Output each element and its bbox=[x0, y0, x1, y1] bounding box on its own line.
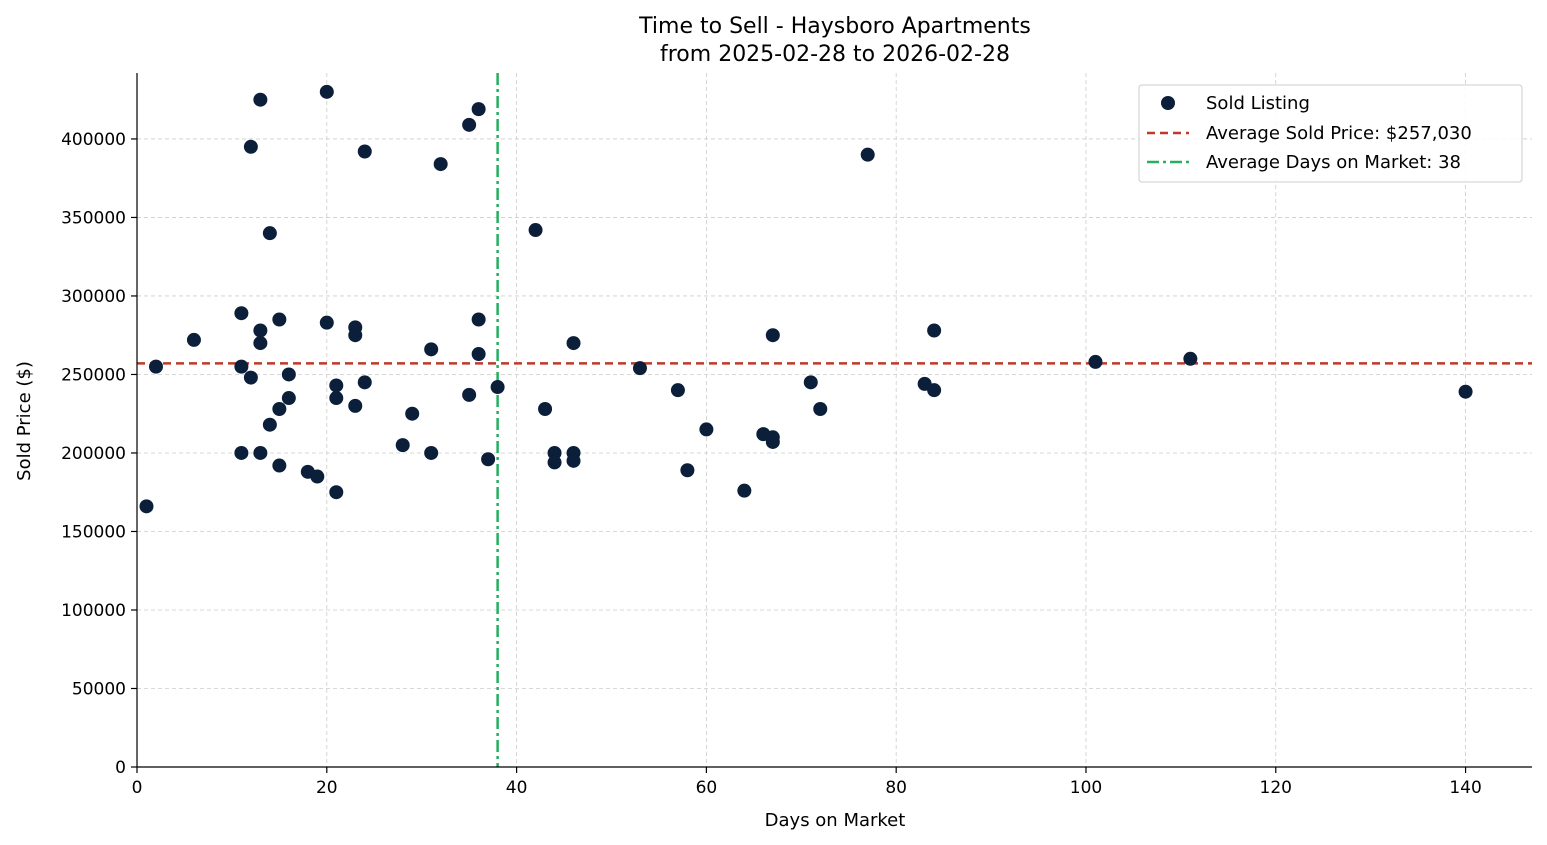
y-tick-label: 100000 bbox=[61, 601, 126, 621]
data-point bbox=[262, 226, 277, 241]
data-point bbox=[538, 402, 553, 417]
data-point bbox=[424, 342, 439, 357]
x-tick-label: 20 bbox=[316, 778, 338, 798]
data-point bbox=[148, 359, 163, 374]
x-tick-label: 60 bbox=[696, 778, 718, 798]
data-point bbox=[272, 458, 287, 473]
data-point bbox=[860, 147, 875, 162]
x-tick-label: 80 bbox=[885, 778, 907, 798]
chart-title-line-1: Time to Sell - Haysboro Apartments bbox=[638, 14, 1031, 39]
data-point bbox=[253, 336, 268, 351]
data-point bbox=[927, 383, 942, 398]
data-point bbox=[253, 323, 268, 338]
y-tick-label: 50000 bbox=[72, 679, 126, 699]
data-point bbox=[462, 117, 477, 132]
data-point bbox=[348, 398, 363, 413]
data-point bbox=[765, 434, 780, 449]
x-tick-label: 140 bbox=[1449, 778, 1481, 798]
data-points bbox=[139, 84, 1473, 514]
data-point bbox=[357, 375, 372, 390]
data-point bbox=[490, 380, 505, 395]
data-point bbox=[566, 336, 581, 351]
data-point bbox=[1183, 351, 1198, 366]
data-point bbox=[481, 452, 496, 467]
data-point bbox=[395, 438, 410, 453]
data-point bbox=[357, 144, 372, 159]
legend-label-avg-days: Average Days on Market: 38 bbox=[1206, 152, 1461, 173]
data-point bbox=[319, 315, 334, 330]
reference-lines bbox=[137, 73, 1532, 767]
data-point bbox=[234, 445, 249, 460]
y-tick-label: 200000 bbox=[61, 444, 126, 464]
x-tick-label: 100 bbox=[1070, 778, 1102, 798]
x-tick-label: 40 bbox=[506, 778, 528, 798]
legend-label-sold-listing: Sold Listing bbox=[1206, 93, 1310, 114]
x-tick-label: 120 bbox=[1260, 778, 1292, 798]
data-point bbox=[471, 347, 486, 362]
data-point bbox=[243, 139, 258, 154]
y-tick-label: 250000 bbox=[61, 365, 126, 385]
data-point bbox=[253, 445, 268, 460]
data-point bbox=[1458, 384, 1473, 399]
data-point bbox=[281, 367, 296, 382]
data-point bbox=[234, 306, 249, 321]
data-point bbox=[670, 383, 685, 398]
legend: Sold Listing Average Sold Price: $257,03… bbox=[1138, 84, 1523, 183]
axes: 0 20 40 60 80 100 120 140 0 50000 100000 150000 2000… bbox=[61, 73, 1532, 798]
data-point bbox=[319, 84, 334, 99]
data-point bbox=[272, 312, 287, 327]
legend-label-avg-price: Average Sold Price: $257,030 bbox=[1206, 123, 1472, 144]
y-tick-label: 400000 bbox=[61, 130, 126, 150]
x-tick-label: 0 bbox=[132, 778, 143, 798]
data-point bbox=[680, 463, 695, 478]
chart-title-line-2: from 2025-02-28 to 2026-02-28 bbox=[660, 42, 1010, 67]
data-point bbox=[471, 102, 486, 117]
data-point bbox=[927, 323, 942, 338]
legend-marker-sold-listing bbox=[1161, 96, 1175, 110]
data-point bbox=[139, 499, 154, 514]
data-point bbox=[528, 223, 543, 238]
data-point bbox=[471, 312, 486, 327]
data-point bbox=[253, 92, 268, 107]
data-point bbox=[186, 332, 201, 347]
data-point bbox=[405, 406, 420, 421]
data-point bbox=[765, 328, 780, 343]
x-axis-label: Days on Market bbox=[765, 810, 906, 831]
data-point bbox=[281, 391, 296, 406]
data-point bbox=[348, 328, 363, 343]
data-point bbox=[1088, 354, 1103, 369]
data-point bbox=[243, 370, 258, 385]
data-point bbox=[424, 445, 439, 460]
data-point bbox=[737, 483, 752, 498]
data-point bbox=[310, 469, 325, 484]
data-point bbox=[329, 391, 344, 406]
y-tick-label: 0 bbox=[115, 758, 126, 778]
data-point bbox=[272, 402, 287, 417]
y-tick-label: 350000 bbox=[61, 208, 126, 228]
data-point bbox=[803, 375, 818, 390]
data-point bbox=[547, 455, 562, 470]
data-point bbox=[462, 387, 477, 402]
legend-box bbox=[1138, 84, 1523, 183]
data-point bbox=[566, 453, 581, 468]
data-point bbox=[632, 361, 647, 376]
y-tick-label: 300000 bbox=[61, 287, 126, 307]
data-point bbox=[234, 359, 249, 374]
data-point bbox=[699, 422, 714, 437]
data-point bbox=[433, 157, 448, 172]
data-point bbox=[329, 485, 344, 500]
data-point bbox=[262, 417, 277, 432]
data-point bbox=[329, 378, 344, 393]
data-point bbox=[813, 402, 828, 417]
y-tick-label: 150000 bbox=[61, 522, 126, 542]
y-axis-label: Sold Price ($) bbox=[14, 361, 35, 481]
